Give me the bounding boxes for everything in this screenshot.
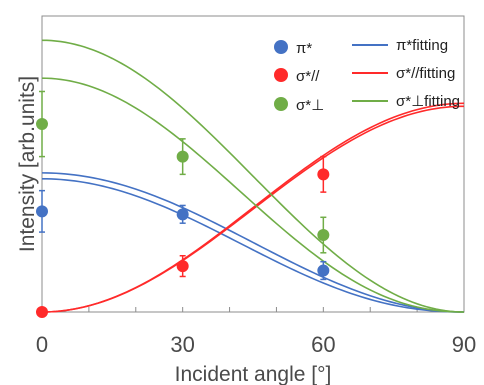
legend-label-sigma-perp: σ*⊥ — [296, 97, 324, 114]
data-point-0 — [36, 205, 48, 218]
fit-curve-0-0 — [41, 172, 465, 313]
legend-label-sigma-parallel: σ*// — [296, 68, 320, 85]
x-axis-title: Incident angle [°] — [175, 363, 332, 385]
legend-item-pi: π* π*fitting — [274, 37, 448, 57]
data-point-0 — [176, 208, 189, 221]
legend-item-sigma-parallel: σ*// σ*//fitting — [274, 65, 455, 85]
fit-curve-2-1 — [41, 77, 465, 313]
fit-curve-1-0 — [41, 102, 465, 313]
x-tick-label: 30 — [170, 332, 194, 357]
fit-curve-2-0 — [41, 39, 465, 313]
data-point-1 — [36, 306, 48, 318]
plot-frame — [41, 15, 465, 313]
legend-marker-sigma-perp — [274, 97, 288, 111]
data-point-0 — [317, 264, 330, 277]
data-point-2 — [176, 150, 189, 163]
data-point-1 — [317, 168, 330, 181]
legend-label-pi: π* — [296, 40, 312, 57]
legend-line-label-sigma-perp: σ*⊥fitting — [396, 93, 460, 110]
legend-marker-pi — [274, 40, 288, 54]
x-tick-label: 90 — [452, 332, 476, 357]
x-tick-label: 60 — [311, 332, 335, 357]
data-point-1 — [176, 260, 189, 273]
fit-curve-1-1 — [41, 105, 465, 313]
fit-curve-0-1 — [41, 178, 465, 313]
legend-line-label-pi: π*fitting — [396, 37, 448, 54]
legend: π* π*fitting σ*// σ*//fitting σ*⊥ σ*⊥fit… — [274, 37, 460, 114]
legend-marker-sigma-parallel — [274, 68, 288, 82]
plot-area — [41, 15, 465, 313]
legend-line-label-sigma-parallel: σ*//fitting — [396, 65, 455, 82]
fit-lines — [41, 39, 465, 313]
legend-item-sigma-perp: σ*⊥ σ*⊥fitting — [274, 93, 460, 114]
data-points — [36, 90, 330, 318]
x-tick-labels: 0 30 60 90 — [36, 332, 476, 357]
y-axis-title: Intensity [arb.units] — [16, 76, 39, 252]
x-axis — [41, 307, 465, 312]
data-point-2 — [36, 118, 48, 131]
x-tick-label: 0 — [36, 332, 48, 357]
data-point-2 — [317, 229, 330, 242]
